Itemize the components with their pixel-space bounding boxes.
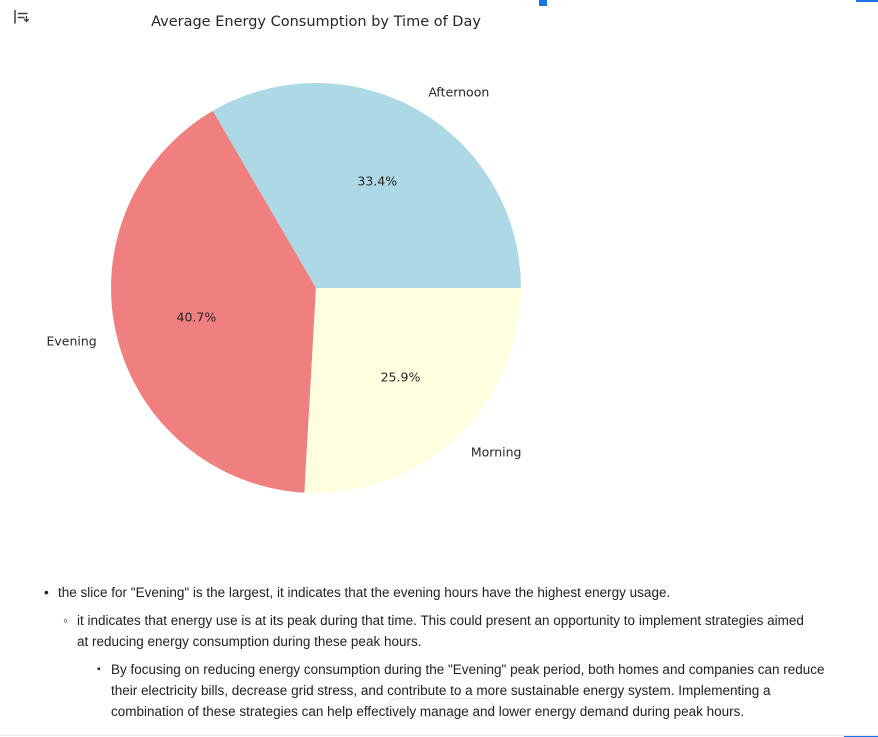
list-item: • the slice for "Evening" is the largest…: [44, 582, 860, 603]
cell-focus-border-top-right: [856, 0, 878, 2]
slice-percent-morning: 25.9%: [380, 369, 421, 385]
bullet-disc-icon: •: [44, 585, 49, 600]
bullet-circle-icon: ◦: [63, 613, 68, 628]
pie-chart: [111, 83, 521, 493]
list-item: ▪ By focusing on reducing energy consump…: [97, 659, 860, 722]
pie-slice-afternoon: [212, 83, 521, 288]
list-item-text: By focusing on reducing energy consumpti…: [111, 662, 825, 719]
cell-focus-border-bottom-right: [844, 735, 878, 737]
slice-label-afternoon: Afternoon: [428, 84, 490, 100]
pie-slice-evening: [111, 110, 317, 493]
cell-focus-border-top-mid: [539, 0, 547, 6]
slice-label-evening: Evening: [46, 333, 97, 349]
toggle-output-glyph: [14, 9, 30, 24]
toggle-output-icon[interactable]: [10, 6, 32, 28]
pie-chart-figure: Average Energy Consumption by Time of Da…: [46, 14, 522, 493]
cell-bottom-divider: [0, 735, 878, 736]
slice-label-morning: Morning: [470, 444, 522, 460]
pie-slice-morning: [304, 288, 521, 493]
list-item: ◦ it indicates that energy use is at its…: [63, 610, 860, 652]
chart-title: Average Energy Consumption by Time of Da…: [151, 14, 481, 30]
notes-list: • the slice for "Evening" is the largest…: [28, 582, 860, 722]
slice-percent-evening: 40.7%: [176, 309, 217, 325]
list-item-text: it indicates that energy use is at its p…: [77, 613, 804, 649]
list-item-text: the slice for "Evening" is the largest, …: [58, 585, 671, 600]
bullet-square-icon: ▪: [97, 664, 101, 675]
slice-percent-afternoon: 33.4%: [357, 173, 398, 189]
